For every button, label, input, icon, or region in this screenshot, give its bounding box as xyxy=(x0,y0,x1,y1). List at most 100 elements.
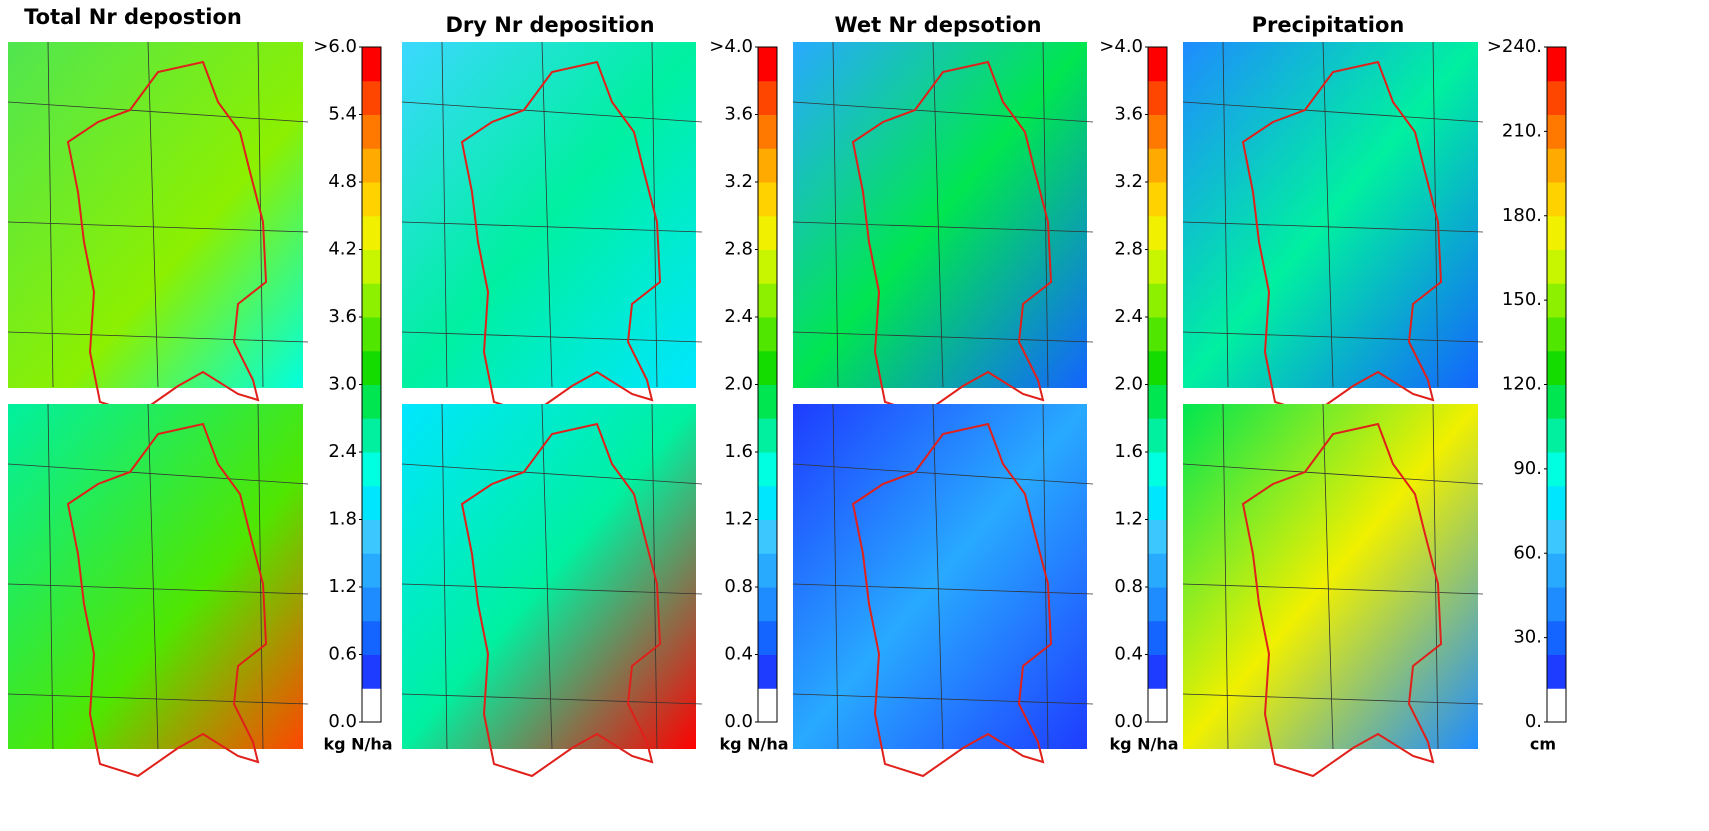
colorbar-segment xyxy=(1148,620,1167,655)
colorbar-segment xyxy=(362,384,381,419)
colorbar-segment xyxy=(758,688,777,723)
colorbar-tick-label: 0.0 xyxy=(1114,711,1143,732)
colorbar-tick-label: >4.0 xyxy=(1099,36,1143,57)
colorbar-segment xyxy=(1148,215,1167,250)
colorbar-tick-label: 1.8 xyxy=(328,509,357,530)
colorbar-tick-label: >240. xyxy=(1487,36,1542,57)
colorbar-segment xyxy=(1148,182,1167,217)
colorbar-segment xyxy=(362,317,381,352)
panel-title: Dry Nr deposition xyxy=(445,13,654,37)
colorbar-segment xyxy=(362,620,381,655)
map-panels xyxy=(7,41,1484,777)
colorbar-segment xyxy=(1547,47,1566,82)
colorbar-tick-label: 0.4 xyxy=(724,644,753,665)
colorbar-tick-label: 1.6 xyxy=(1114,441,1143,462)
colorbar-tick-label: 3.2 xyxy=(1114,171,1143,192)
colorbar-segment xyxy=(758,418,777,453)
map-panel xyxy=(792,403,1094,777)
colorbar-segment xyxy=(1547,418,1566,453)
colorbar-segment xyxy=(758,384,777,419)
colorbar-segment xyxy=(758,114,777,149)
colorbar-segment xyxy=(362,283,381,318)
colorbar-segment xyxy=(362,654,381,689)
map-panel xyxy=(401,403,703,777)
colorbar-segment xyxy=(362,215,381,250)
panel-title: Total Nr depostion xyxy=(24,5,242,29)
colorbar-segment xyxy=(1547,654,1566,689)
colorbar-segment xyxy=(1547,249,1566,284)
colorbar-segment xyxy=(1148,553,1167,588)
colorbar-tick-label: 0.6 xyxy=(328,644,357,665)
colorbar-segment xyxy=(1547,148,1566,183)
colorbar-segment xyxy=(1148,418,1167,453)
colorbar-segment xyxy=(1547,317,1566,352)
colorbar-tick-label: 3.6 xyxy=(1114,104,1143,125)
colorbar-tick-label: >6.0 xyxy=(313,36,357,57)
map-panel xyxy=(1182,41,1484,415)
colorbar-tick-label: 180. xyxy=(1502,205,1542,226)
panel-title: Precipitation xyxy=(1252,13,1405,37)
colorbar-segment xyxy=(1148,587,1167,622)
map-panel xyxy=(1182,403,1484,777)
colorbar-tick-label: 60. xyxy=(1513,542,1542,563)
map-panel xyxy=(7,41,309,415)
colorbar-tick-label: 4.8 xyxy=(328,171,357,192)
colorbar-segment xyxy=(1148,485,1167,520)
colorbar-tick-label: 2.8 xyxy=(1114,239,1143,260)
colorbar-unit: cm xyxy=(1530,735,1556,754)
colorbar-tick-label: 2.4 xyxy=(724,306,753,327)
colorbar-segment xyxy=(362,418,381,453)
colorbar-tick-label: 2.0 xyxy=(1114,374,1143,395)
colorbar-segment xyxy=(1547,485,1566,520)
colorbar-tick-label: 2.4 xyxy=(1114,306,1143,327)
colorbar-segment xyxy=(758,182,777,217)
colorbar-segment xyxy=(1547,283,1566,318)
colorbar-segment xyxy=(1547,553,1566,588)
colorbar-unit: kg N/ha xyxy=(323,735,392,754)
colorbar-tick-label: 2.4 xyxy=(328,441,357,462)
colorbar-segment xyxy=(758,519,777,554)
colorbar-tick-label: 30. xyxy=(1513,627,1542,648)
colorbar-tick-label: 0.0 xyxy=(724,711,753,732)
colorbar-tick-label: 3.6 xyxy=(724,104,753,125)
colorbar-segment xyxy=(758,47,777,82)
colorbar-segment xyxy=(1148,384,1167,419)
colorbar-segment xyxy=(1547,215,1566,250)
colorbar-segment xyxy=(1547,114,1566,149)
colorbar-segment xyxy=(758,452,777,487)
colorbar-segment xyxy=(1148,148,1167,183)
map-panel xyxy=(7,403,309,777)
colorbar-tick-label: 90. xyxy=(1513,458,1542,479)
colorbar-tick-label: 0.8 xyxy=(1114,576,1143,597)
colorbar-tick-label: 0.8 xyxy=(724,576,753,597)
colorbar-segment xyxy=(1148,114,1167,149)
colorbar-unit: kg N/ha xyxy=(719,735,788,754)
colorbar-segment xyxy=(1547,587,1566,622)
colorbar-segment xyxy=(1148,249,1167,284)
colorbar-segment xyxy=(1547,452,1566,487)
colorbar-unit: kg N/ha xyxy=(1109,735,1178,754)
colorbar-segment xyxy=(362,519,381,554)
colorbar-segment xyxy=(362,249,381,284)
colorbar-tick-label: 4.2 xyxy=(328,239,357,260)
colorbar-tick-label: 2.0 xyxy=(724,374,753,395)
colorbar-segment xyxy=(758,283,777,318)
colorbar-segment xyxy=(362,452,381,487)
colorbar-segment xyxy=(758,350,777,385)
colorbar-segment xyxy=(1148,317,1167,352)
colorbar-segment xyxy=(362,553,381,588)
colorbar-segment xyxy=(1148,452,1167,487)
colorbar-tick-label: >4.0 xyxy=(709,36,753,57)
colorbar-tick-label: 150. xyxy=(1502,289,1542,310)
colorbar-segment xyxy=(758,249,777,284)
colorbar-tick-label: 3.0 xyxy=(328,374,357,395)
colorbar-segment xyxy=(758,80,777,115)
colorbar-segment xyxy=(1547,350,1566,385)
map-panel xyxy=(401,41,703,415)
colorbar-segment xyxy=(362,114,381,149)
colorbar-segment xyxy=(362,80,381,115)
colorbar-tick-label: 1.2 xyxy=(328,576,357,597)
colorbar-segment xyxy=(758,317,777,352)
colorbar-segment xyxy=(362,182,381,217)
